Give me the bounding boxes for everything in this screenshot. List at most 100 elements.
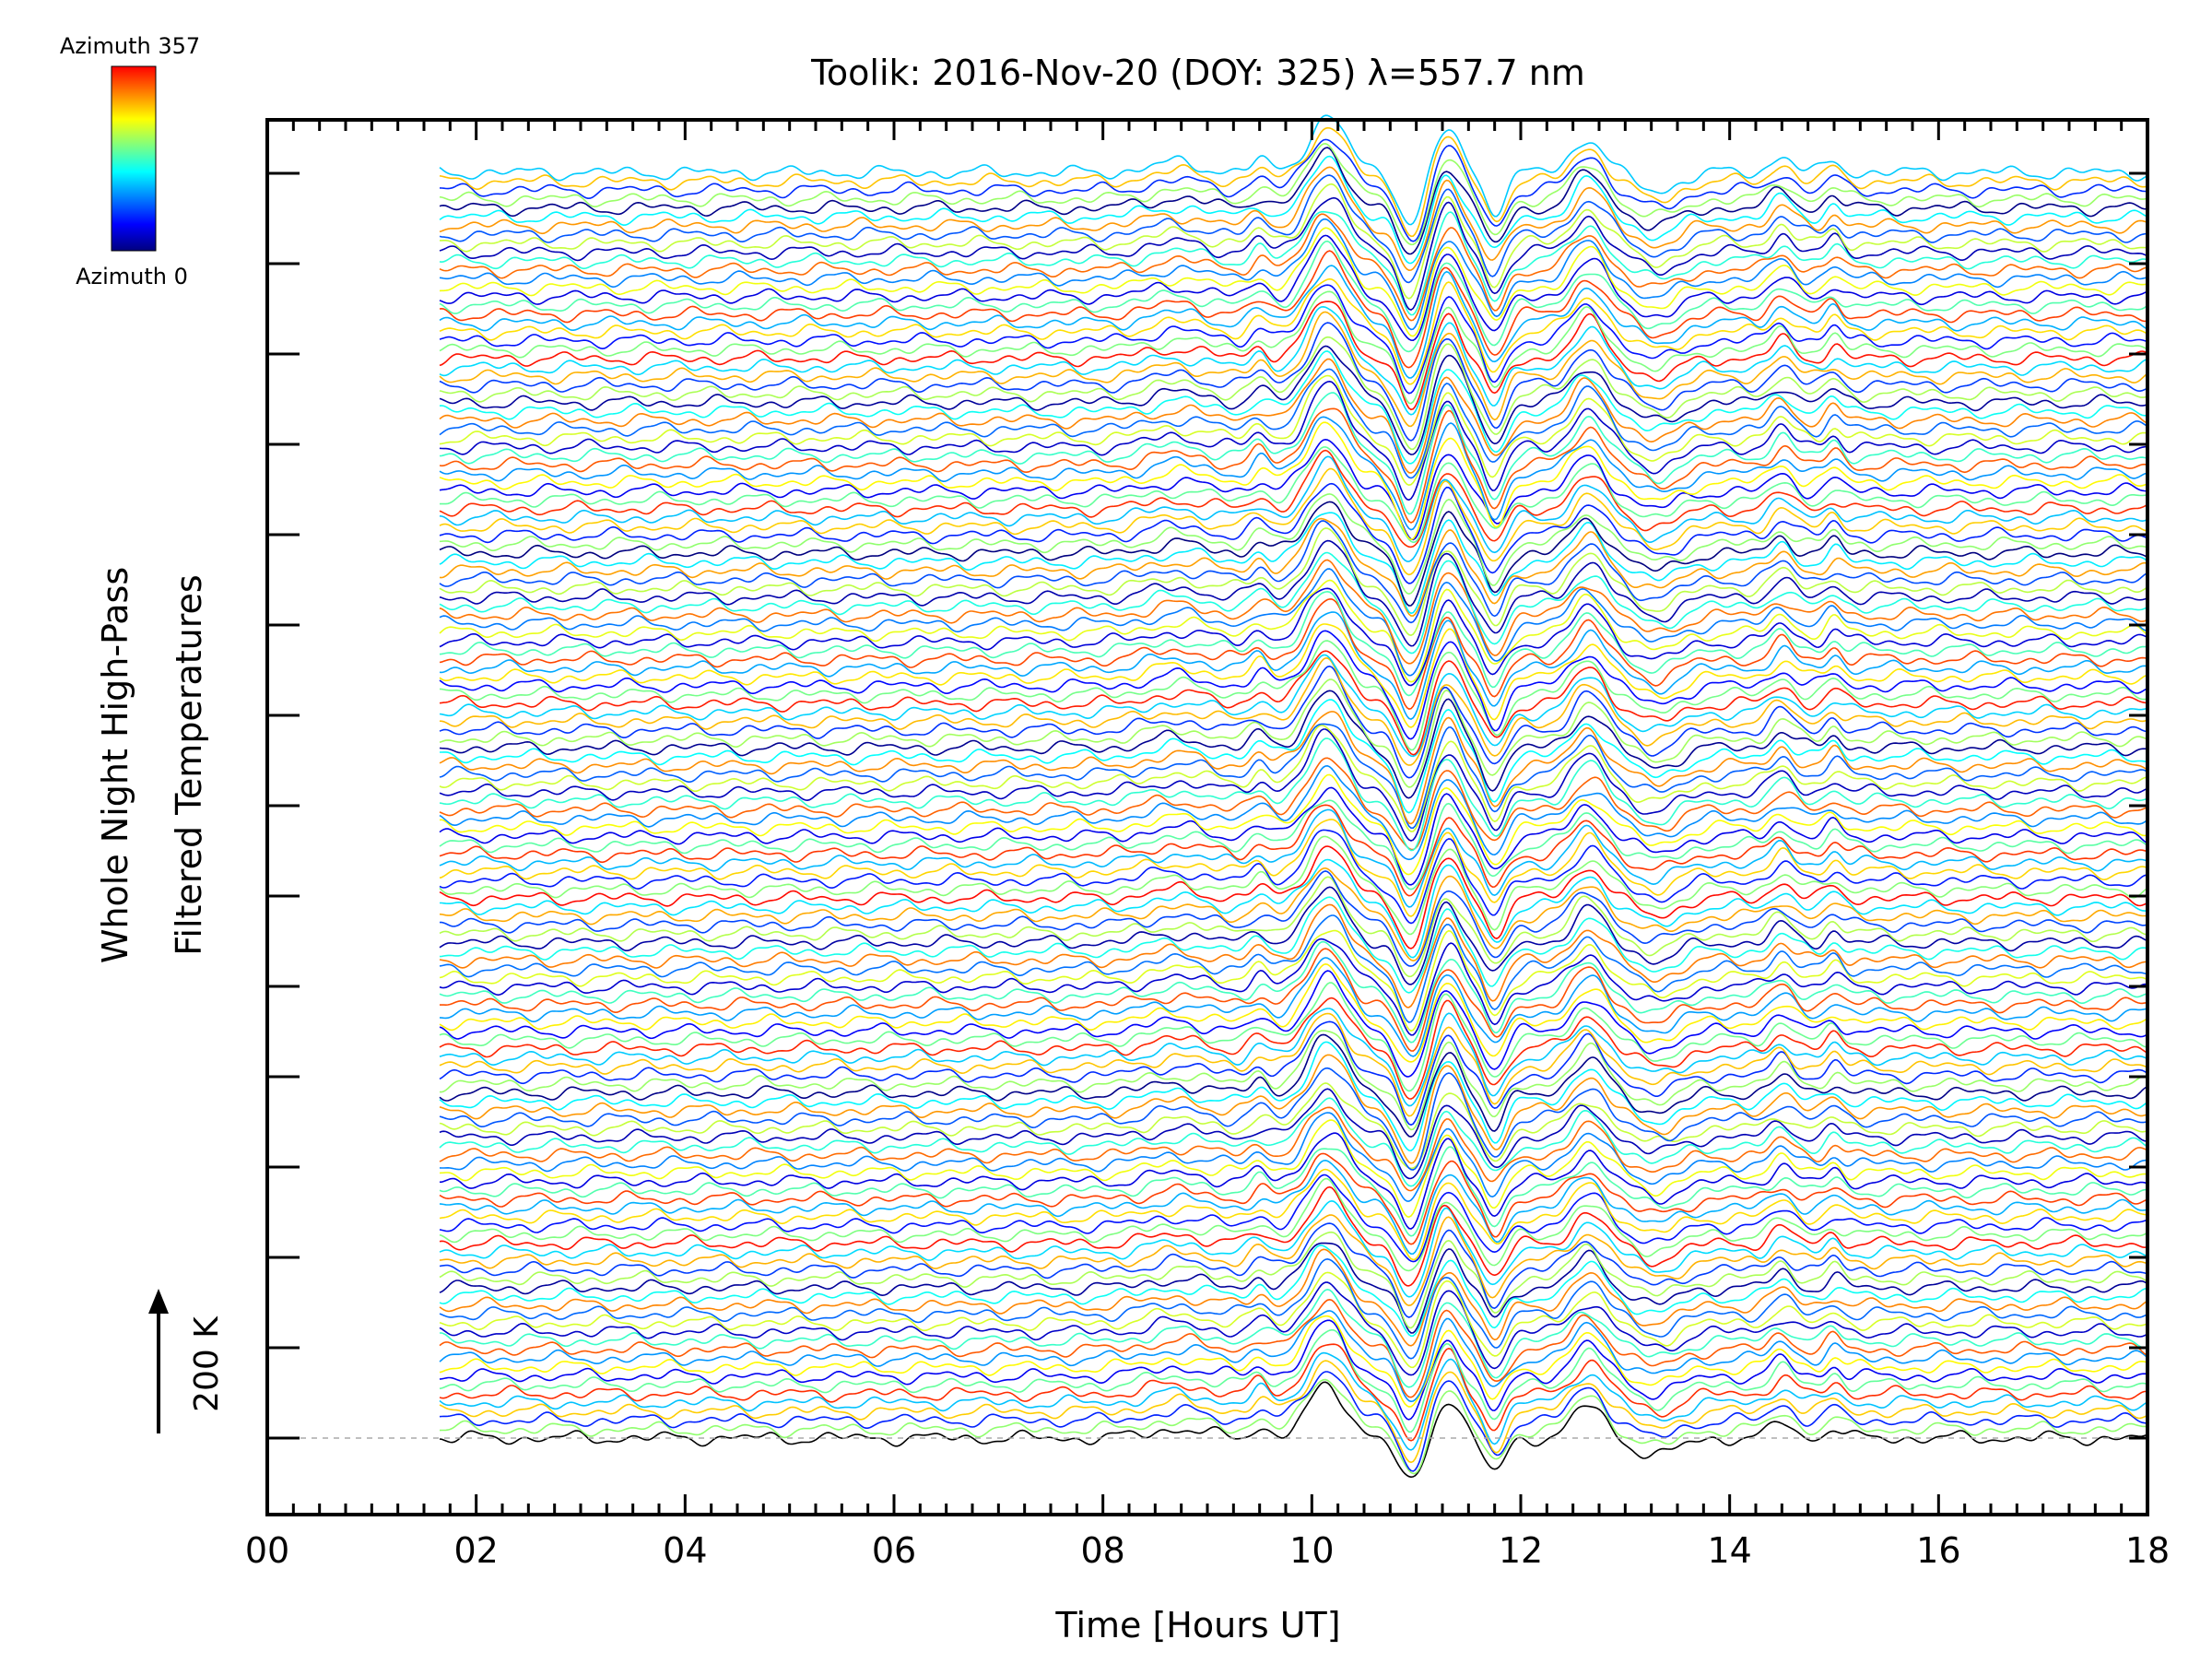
trace-lines — [439, 114, 2147, 1479]
trace-line — [439, 665, 2147, 779]
trace-line — [439, 240, 2147, 353]
trace-line — [440, 1030, 2147, 1131]
trace-line — [439, 336, 2147, 451]
trace-line — [439, 876, 2147, 978]
scale-bar-arrowhead — [148, 1289, 169, 1314]
trace-line — [439, 587, 2147, 687]
colorbar-gradient — [111, 65, 157, 252]
x-tick-label: 06 — [872, 1530, 916, 1571]
trace-line — [439, 711, 2147, 825]
azimuth-colorbar-legend: Azimuth 357 Azimuth 0 — [60, 33, 200, 289]
trace-line — [439, 1174, 2147, 1263]
trace-line — [439, 1298, 2147, 1398]
trace-line — [439, 539, 2147, 647]
trace-line — [439, 1319, 2147, 1421]
trace-line — [439, 213, 2147, 322]
trace-line — [439, 358, 2147, 474]
trace-line — [439, 416, 2147, 531]
trace-line — [439, 611, 2147, 720]
trace-line — [439, 1168, 2147, 1261]
trace-line — [440, 1288, 2147, 1388]
trace-line — [439, 455, 2147, 562]
trace-line — [439, 1328, 2147, 1433]
trace-line — [439, 1012, 2147, 1117]
trace-line — [439, 640, 2147, 751]
trace-line — [439, 1242, 2147, 1334]
trace-line — [439, 345, 2147, 455]
x-tick-label: 04 — [663, 1530, 707, 1571]
trace-line — [439, 138, 2147, 242]
y-axis-label-line-1: Whole Night High-Pass — [95, 567, 135, 963]
trace-line — [439, 1008, 2147, 1107]
trace-line — [439, 678, 2147, 788]
x-tick-label: 08 — [1080, 1530, 1124, 1571]
trace-line — [439, 737, 2147, 852]
x-tick-label: 10 — [1289, 1530, 1334, 1571]
trace-line — [439, 1088, 2147, 1180]
trace-line — [439, 1315, 2147, 1408]
trace-line — [439, 1199, 2147, 1298]
trace-line — [439, 1106, 2147, 1192]
scale-bar-label: 200 K — [188, 1315, 226, 1412]
trace-line — [439, 786, 2147, 886]
trace-line — [439, 982, 2147, 1092]
trace-line — [439, 1257, 2147, 1360]
trace-line — [439, 1271, 2147, 1369]
trace-line — [439, 311, 2147, 428]
trace-line — [440, 446, 2147, 544]
trace-line — [439, 962, 2147, 1063]
trace-line — [439, 196, 2147, 311]
trace-line — [439, 301, 2147, 411]
trace-line — [439, 598, 2147, 711]
trace-line — [439, 1360, 2147, 1464]
trace-line — [439, 380, 2147, 501]
trace-line — [439, 1381, 2147, 1479]
trace-line — [439, 1112, 2147, 1202]
trace-line — [439, 449, 2147, 548]
trace-line — [439, 835, 2147, 936]
trace-line — [439, 1159, 2147, 1256]
trace-line — [439, 819, 2147, 917]
trace-line — [439, 1343, 2147, 1442]
trace-line — [439, 568, 2147, 677]
trace-line — [439, 114, 2147, 226]
trace-line — [439, 1222, 2147, 1318]
trace-line — [439, 590, 2147, 697]
trace-line — [440, 870, 2147, 967]
trace-line — [439, 1020, 2147, 1126]
trace-line — [439, 650, 2147, 756]
trace-line — [439, 724, 2147, 832]
trace-line — [439, 1132, 2147, 1230]
trace-line — [439, 914, 2147, 1023]
trace-line — [439, 579, 2147, 683]
trace-line — [439, 1097, 2147, 1187]
trace-line — [439, 1152, 2147, 1245]
trace-line — [439, 126, 2147, 238]
trace-line — [439, 512, 2147, 615]
x-tick-label: 00 — [245, 1530, 289, 1571]
trace-line — [439, 559, 2147, 665]
trace-line — [439, 630, 2147, 740]
trace-line — [439, 757, 2147, 851]
y-axis-label-line-2: Filtered Temperatures — [169, 574, 209, 955]
trace-line — [439, 764, 2147, 861]
trace-line — [439, 929, 2147, 1032]
trace-line — [439, 886, 2147, 985]
trace-line — [439, 1054, 2147, 1164]
trace-line — [439, 265, 2147, 379]
trace-line — [440, 858, 2147, 959]
trace-line — [439, 234, 2147, 342]
trace-line — [439, 867, 2147, 962]
trace-line — [439, 467, 2147, 576]
trace-line — [439, 623, 2147, 728]
x-tick-label: 12 — [1499, 1530, 1543, 1571]
trace-line — [439, 392, 2147, 515]
trace-line — [439, 407, 2147, 524]
trace-line — [439, 1371, 2147, 1472]
trace-line — [439, 482, 2147, 584]
trace-line — [439, 970, 2147, 1078]
trace-line — [439, 1244, 2147, 1338]
trace-line — [439, 277, 2147, 385]
